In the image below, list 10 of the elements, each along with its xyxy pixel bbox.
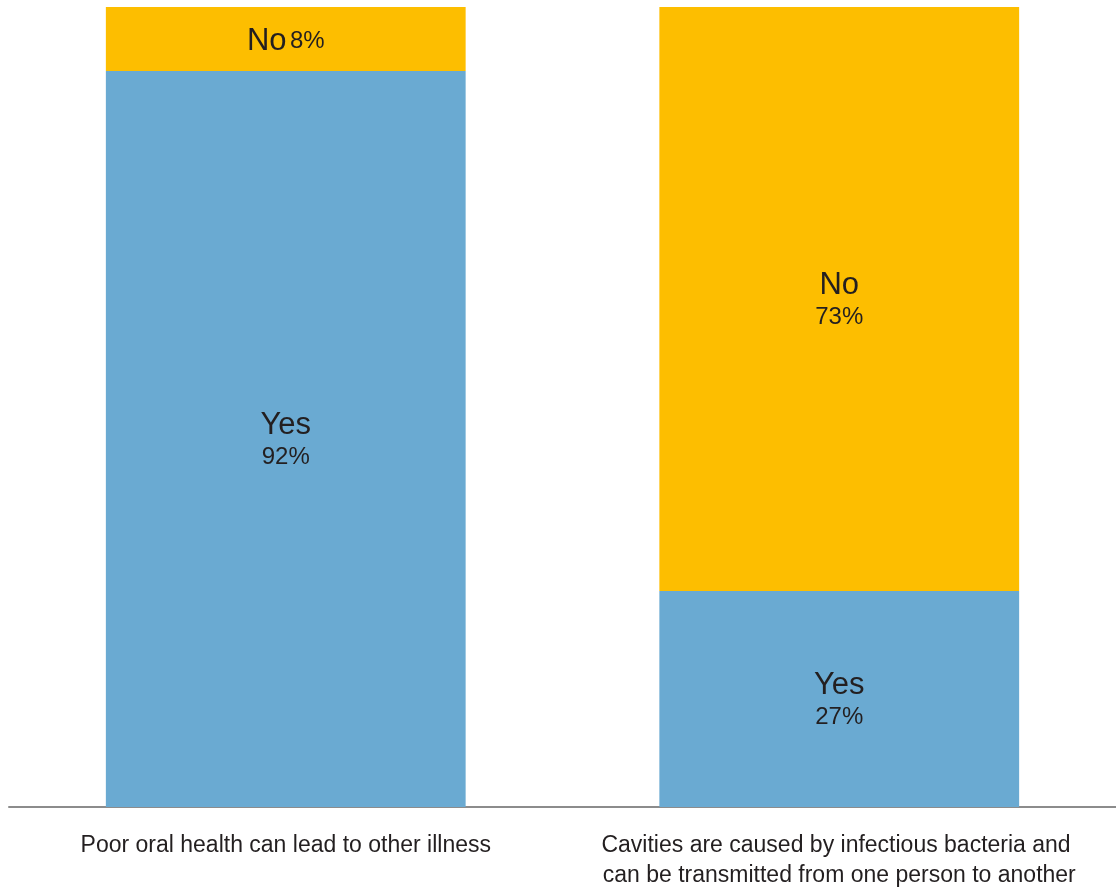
text: No xyxy=(819,265,860,301)
data-label: 92% xyxy=(261,441,310,469)
x-tick-label: Poor oral health can lead to other illness xyxy=(80,831,491,857)
data-label: 8% xyxy=(289,25,325,53)
series-label: Yes xyxy=(813,665,865,701)
text: Yes xyxy=(260,405,312,441)
x-tick-label: Cavities are caused by infectious bacteria and can be transmitted from one person to another xyxy=(601,831,1078,887)
data-label: 73% xyxy=(815,301,864,329)
series-label: No xyxy=(246,21,287,57)
data-label: 27% xyxy=(815,701,864,729)
